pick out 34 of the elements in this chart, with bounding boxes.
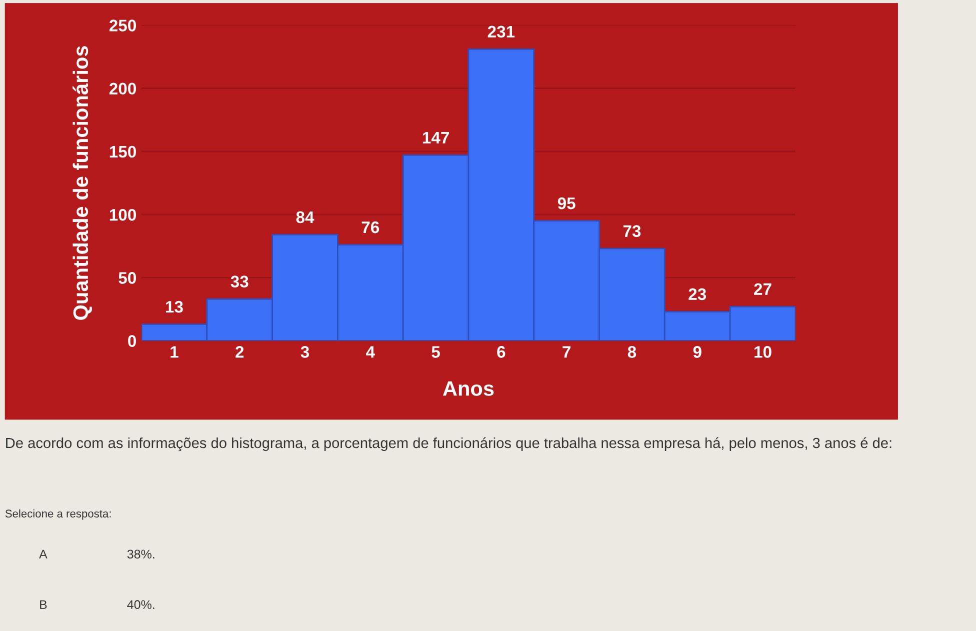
data-label: 147 xyxy=(422,132,449,144)
x-axis-title: Anos xyxy=(442,381,494,396)
data-label: 84 xyxy=(296,211,314,224)
y-tick-label: 250 xyxy=(109,20,136,32)
x-tick-label: 3 xyxy=(300,346,310,358)
data-label: 76 xyxy=(362,221,380,234)
x-tick-label: 7 xyxy=(562,346,570,358)
text: B xyxy=(40,600,47,609)
y-tick-label: 50 xyxy=(118,272,136,284)
text: A xyxy=(39,550,48,558)
x-tick-label: 1 xyxy=(170,346,178,358)
data-label: 73 xyxy=(623,225,641,238)
text: 38%. xyxy=(127,550,154,559)
data-label: 33 xyxy=(230,276,248,288)
x-tick-label: 2 xyxy=(236,346,244,358)
data-label: 95 xyxy=(558,197,576,210)
data-label: 27 xyxy=(754,283,772,295)
text: Selecione a resposta: xyxy=(5,509,111,520)
y-tick-label: 150 xyxy=(110,146,136,158)
x-tick-label: 9 xyxy=(693,346,702,358)
x-tick-label: 8 xyxy=(628,346,636,358)
text: 40%. xyxy=(127,600,154,610)
x-tick-label: 4 xyxy=(366,346,375,358)
y-tick-label: 200 xyxy=(109,82,136,95)
data-label: 13 xyxy=(166,300,183,313)
x-tick-label: 6 xyxy=(497,346,506,358)
x-tick-label: 10 xyxy=(754,346,772,358)
data-label: 23 xyxy=(688,288,706,300)
text: De acordo com as informações do histograma, a porcentagem de funcionários que trabalha nessa empresa há, pelo menos, 3 anos é de: xyxy=(6,437,892,452)
y-tick-label: 100 xyxy=(110,208,136,221)
y-tick-label: 0 xyxy=(128,335,136,347)
data-label: 231 xyxy=(488,26,515,38)
x-tick-label: 5 xyxy=(432,346,440,358)
y-axis-title: Quantidade de funcionários xyxy=(72,46,92,320)
